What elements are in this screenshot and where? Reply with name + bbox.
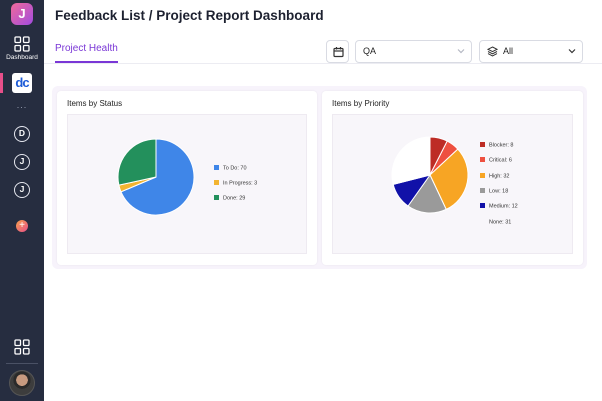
team-select[interactable]: QA [355,40,472,63]
status-slice-done[interactable] [117,138,157,186]
legend-swatch [214,165,219,170]
legend-swatch [214,180,219,185]
legend-label: Low: 18 [489,188,509,195]
team-select-value: QA [363,46,377,56]
priority-chart-area [332,114,573,254]
priority-chart-card: Items by Priority [322,91,583,265]
tab-project-health[interactable]: Project Health [55,43,118,54]
legend-item[interactable]: None: 31 [480,219,512,225]
sidebar: J Dashboard dc ... D J J + [0,0,44,401]
apps-grid-icon[interactable] [14,339,30,355]
chevron-down-icon [457,49,465,54]
legend-item[interactable]: To Do: 70 [214,165,247,172]
legend-label: High: 32 [489,173,510,180]
legend-label: None: 31 [489,219,512,225]
date-filter-button[interactable] [326,40,349,63]
workspace-d[interactable]: D [14,126,30,142]
app-logo[interactable]: J [11,3,33,25]
legend-label: Blocker: 8 [489,142,514,149]
dashboard-icon[interactable] [14,36,30,52]
legend-item[interactable]: In Progress: 3 [214,180,257,187]
legend-label: Critical: 6 [489,157,512,164]
legend-swatch [214,195,219,200]
scope-select-value: All [503,46,514,56]
legend-swatch [480,203,485,209]
layers-icon [487,46,498,57]
legend-item[interactable]: Done: 29 [214,195,245,202]
priority-chart-title: Items by Priority [332,99,390,108]
legend-swatch [480,142,485,147]
legend-item[interactable]: Medium: 12 [480,203,518,210]
legend-item[interactable]: Blocker: 8 [480,142,513,149]
sidebar-divider [6,363,38,364]
calendar-icon [333,47,344,58]
legend-label: To Do: 70 [223,165,247,172]
tab-active-underline [55,61,118,63]
legend-label: In Progress: 3 [223,180,258,187]
active-indicator [0,73,3,93]
workspace-logo[interactable]: dc [12,73,32,93]
legend-label: Medium: 12 [489,203,518,210]
scope-select[interactable]: All [479,40,583,63]
legend-swatch [480,157,485,163]
status-chart-card: Items by Status [57,91,317,265]
legend-item[interactable]: High: 32 [480,172,510,180]
legend-swatch [480,187,485,193]
legend-item[interactable]: Low: 18 [480,187,509,195]
legend-swatch [480,172,485,178]
user-avatar[interactable] [9,370,35,396]
status-pie-chart [117,138,195,216]
add-workspace-button[interactable]: + [16,220,28,232]
legend-item[interactable]: Critical: 6 [480,157,512,164]
dashboard-label[interactable]: Dashboard [6,54,38,61]
status-slice-to-do[interactable] [120,138,195,216]
more-dots[interactable]: ... [16,100,28,110]
workspace-j-1[interactable]: J [14,154,30,170]
priority-slice-none[interactable] [391,136,431,185]
priority-pie-chart [391,136,469,214]
header-divider [44,63,602,64]
legend-label: Done: 29 [223,195,246,202]
chevron-down-icon [568,49,576,54]
legend-swatch [480,219,485,224]
workspace-j-2[interactable]: J [14,182,30,198]
status-chart-area [67,114,307,254]
page-title: Feedback List / Project Report Dashboard [55,8,324,23]
status-chart-title: Items by Status [67,99,123,108]
